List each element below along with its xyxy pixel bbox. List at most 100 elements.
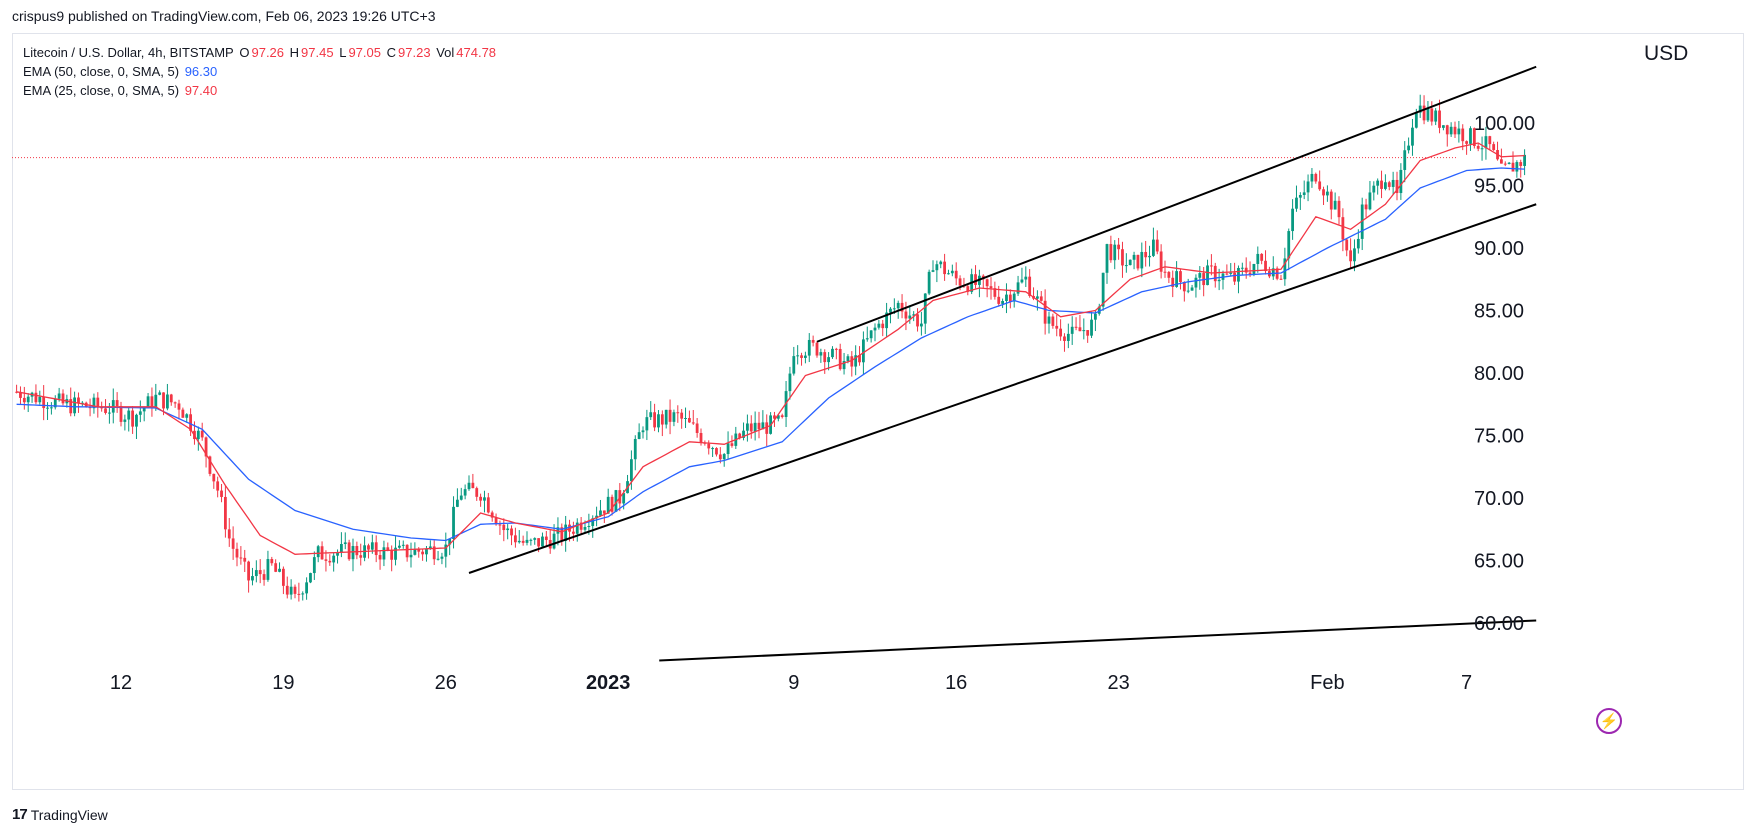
candle (1008, 289, 1012, 309)
candle-body (521, 540, 525, 543)
candle-body (688, 417, 691, 423)
candle-body (1414, 112, 1418, 128)
candle-body (1248, 272, 1252, 275)
candle-body (1090, 319, 1093, 336)
candle-body (1411, 127, 1414, 146)
candle-body (1240, 267, 1244, 269)
candle-body (602, 510, 606, 514)
ema50-value: 96.30 (184, 64, 218, 79)
candle (610, 494, 614, 516)
trendline-lower-channel (468, 203, 1537, 574)
candle-body (966, 286, 970, 292)
candle-body (1287, 231, 1291, 259)
candle-body (1399, 169, 1403, 194)
candle-body (1418, 105, 1422, 113)
candle-body (1167, 272, 1171, 278)
candle (1480, 136, 1484, 161)
candle (1121, 241, 1124, 278)
candle-body (131, 410, 134, 427)
candle (1066, 323, 1070, 349)
candle (26, 393, 30, 413)
candle-body (506, 528, 510, 531)
candle (1005, 283, 1008, 314)
time-tick-label: 23 (1107, 672, 1129, 694)
candle (726, 431, 730, 460)
candle (796, 345, 800, 365)
candle-body (850, 356, 854, 367)
time-tick-label: 7 (1461, 672, 1472, 694)
candle-body (1082, 330, 1086, 332)
time-axis[interactable]: 12 19 26 2023 9 16 23 Feb 7 (110, 672, 1472, 694)
candle-body (1384, 182, 1387, 189)
candle-body (444, 544, 448, 557)
candle-body (220, 490, 223, 497)
candle (645, 409, 649, 441)
candle-body (1376, 180, 1380, 186)
symbol-label[interactable]: Litecoin / U.S. Dollar, 4h, BITSTAMP (23, 45, 234, 60)
candle (1198, 266, 1202, 290)
candle-body (1310, 173, 1314, 182)
candle-body (819, 352, 823, 356)
candle (309, 572, 312, 584)
price-axis[interactable]: 100.00 95.00 90.00 85.00 80.00 75.00 70.00 65.0… (1474, 113, 1535, 635)
candle-body (908, 315, 912, 319)
candle (436, 551, 440, 561)
legend-ema50-row[interactable]: EMA (50, close, 0, SMA, 5) 96.30 (23, 62, 498, 81)
candle (1090, 311, 1093, 339)
candle (471, 473, 475, 489)
candle (363, 536, 366, 562)
candle (73, 391, 76, 417)
footer-brand[interactable]: TradingView (30, 806, 108, 823)
candle-body (142, 407, 146, 412)
candle (1329, 189, 1333, 220)
candle-body (208, 456, 212, 474)
candle (688, 410, 691, 423)
candle-body (370, 542, 374, 550)
candle (30, 391, 34, 403)
candle-body (896, 302, 900, 309)
candle-body (533, 538, 537, 540)
candle (533, 537, 537, 545)
time-tick-label: 26 (435, 672, 457, 694)
candle (1434, 108, 1438, 126)
candle (966, 283, 970, 296)
candle-body (1159, 251, 1163, 272)
candle (649, 401, 653, 420)
candle-body (1256, 253, 1260, 264)
candle-body (119, 405, 123, 422)
ema50-line (16, 167, 1525, 542)
candle-body (579, 522, 583, 530)
candle-body (517, 540, 521, 543)
candle-body (950, 270, 954, 274)
candle (1078, 314, 1082, 332)
candle-body (529, 539, 533, 541)
currency-label[interactable]: USD (1644, 42, 1689, 65)
candle-body (1318, 181, 1322, 190)
trendlines[interactable] (468, 65, 1537, 662)
candle (1465, 140, 1468, 155)
candle-body (804, 355, 807, 358)
candle-body (1094, 313, 1097, 320)
lightning-bolt-icon[interactable]: ⚡ (1596, 708, 1622, 734)
candle (34, 384, 38, 405)
candle-body (684, 417, 687, 419)
candle (1403, 141, 1407, 183)
candle-body (1337, 200, 1341, 218)
candle (131, 406, 134, 434)
candle-body (428, 546, 432, 549)
candle (599, 499, 602, 517)
legend-ema25-row[interactable]: EMA (25, close, 0, SMA, 5) 97.40 (23, 81, 498, 100)
candle-body (1356, 238, 1360, 249)
candle-body (336, 552, 339, 556)
candle-body (715, 448, 718, 455)
candle-body (985, 279, 989, 287)
candle-body (1182, 282, 1186, 292)
candle-body (541, 536, 544, 547)
candle-body (1302, 192, 1306, 196)
candle (981, 274, 985, 289)
candle-body (394, 547, 397, 560)
candle (251, 567, 254, 586)
price-tick-label: 75.00 (1474, 426, 1524, 448)
candle-body (1472, 128, 1476, 146)
